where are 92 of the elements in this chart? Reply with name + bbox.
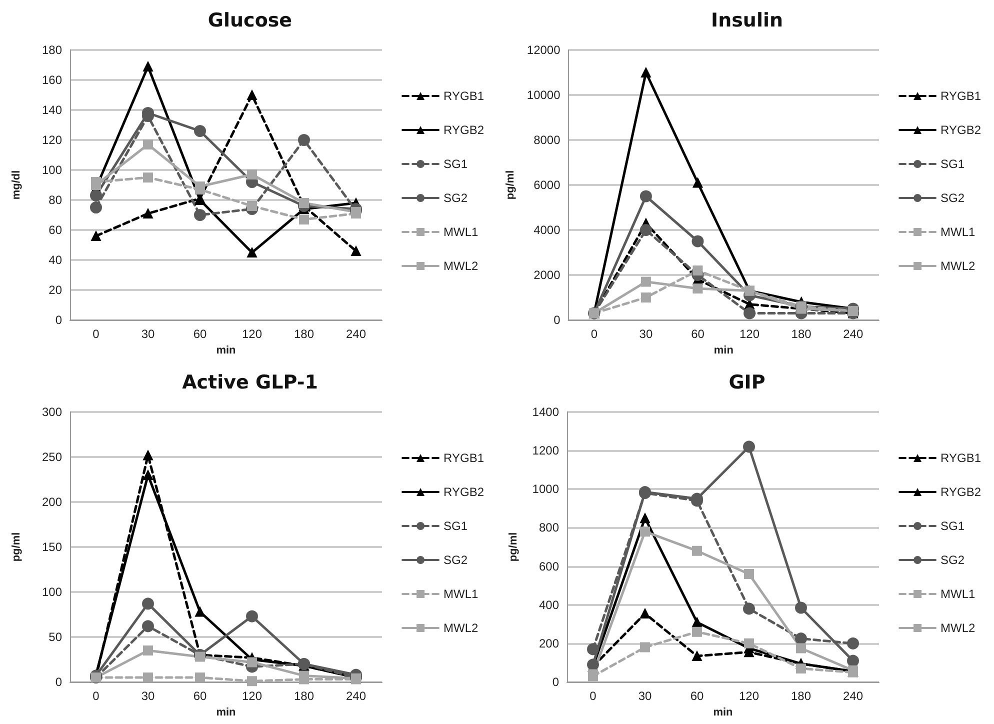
y-tick-label: 400 — [538, 598, 560, 612]
x-axis-title: min — [216, 706, 236, 718]
y-tick-label: 120 — [42, 133, 62, 147]
x-tick-label: 30 — [639, 327, 653, 341]
y-tick-label: 6000 — [534, 178, 561, 192]
legend-label: SG1 — [940, 157, 965, 171]
y-tick-label: 1000 — [532, 482, 560, 496]
legend-label: RYGB1 — [444, 89, 484, 103]
x-tick-label: 60 — [193, 327, 207, 341]
legend-label: RYGB2 — [940, 123, 982, 137]
chart-title: Active GLP-1 — [182, 372, 318, 394]
legend-label: SG2 — [444, 191, 468, 205]
y-tick-label: 40 — [48, 253, 62, 267]
x-tick-label: 240 — [346, 689, 366, 703]
x-tick-label: 0 — [92, 327, 100, 341]
y-tick-label: 160 — [42, 73, 62, 87]
y-tick-label: 200 — [42, 495, 62, 509]
y-tick-label: 250 — [42, 450, 62, 464]
legend-label: SG2 — [940, 553, 965, 567]
y-tick-label: 100 — [42, 163, 62, 177]
x-axis-title: min — [714, 344, 734, 356]
legend-label: SG2 — [940, 191, 965, 205]
y-axis-title: pg/ml — [508, 532, 520, 562]
y-tick-label: 1400 — [532, 405, 560, 419]
legend-label: MWL1 — [444, 225, 479, 239]
y-tick-label: 300 — [42, 405, 62, 419]
x-tick-label: 240 — [843, 327, 864, 341]
x-tick-label: 60 — [193, 689, 207, 703]
x-axis-title: min — [216, 344, 236, 356]
x-tick-label: 0 — [92, 689, 100, 703]
y-tick-label: 180 — [42, 43, 62, 57]
x-tick-label: 0 — [590, 689, 597, 703]
x-axis-title: min — [713, 706, 734, 718]
y-axis-title: mg/dl — [10, 170, 22, 200]
y-tick-label: 60 — [48, 223, 62, 237]
y-tick-label: 8000 — [534, 133, 561, 147]
legend-label: RYGB1 — [940, 451, 982, 465]
legend-label: SG1 — [940, 519, 965, 533]
y-tick-label: 50 — [48, 630, 62, 644]
y-tick-label: 4000 — [534, 223, 561, 237]
x-tick-label: 120 — [242, 689, 262, 703]
legend-label: MWL1 — [444, 587, 479, 601]
y-tick-label: 0 — [55, 313, 62, 327]
y-tick-label: 0 — [554, 313, 561, 327]
x-tick-label: 180 — [294, 327, 314, 341]
legend-label: RYGB2 — [940, 485, 982, 499]
y-tick-label: 12000 — [526, 43, 561, 57]
y-tick-label: 10000 — [526, 88, 561, 102]
legend-label: MWL1 — [940, 225, 976, 239]
y-axis-title: pg/ml — [10, 532, 22, 562]
y-tick-label: 0 — [55, 675, 62, 689]
y-tick-label: 600 — [538, 559, 560, 574]
x-tick-label: 30 — [141, 689, 155, 703]
x-tick-label: 60 — [690, 689, 704, 703]
x-tick-label: 180 — [294, 689, 314, 703]
x-tick-label: 240 — [346, 327, 366, 341]
y-tick-label: 0 — [552, 675, 560, 689]
y-tick-label: 100 — [42, 585, 62, 599]
y-tick-label: 200 — [538, 636, 560, 650]
x-tick-label: 120 — [738, 689, 760, 703]
x-tick-label: 60 — [691, 327, 705, 341]
x-tick-label: 180 — [791, 327, 812, 341]
legend-label: SG1 — [444, 157, 468, 171]
legend-label: MWL2 — [940, 259, 976, 273]
legend-label: RYGB2 — [444, 123, 484, 137]
legend-label: MWL1 — [940, 587, 976, 601]
legend-label: RYGB1 — [940, 89, 982, 103]
x-tick-label: 120 — [740, 327, 760, 341]
x-tick-label: 0 — [590, 327, 598, 341]
y-axis-title: pg/ml — [504, 170, 516, 200]
legend-label: MWL2 — [444, 621, 479, 635]
legend-label: SG2 — [444, 553, 468, 567]
legend-label: MWL2 — [940, 621, 976, 635]
x-tick-label: 180 — [790, 689, 812, 703]
legend-label: RYGB1 — [444, 451, 484, 465]
legend-label: MWL2 — [444, 259, 479, 273]
x-tick-label: 30 — [141, 327, 155, 341]
x-tick-label: 120 — [242, 327, 262, 341]
y-tick-label: 2000 — [534, 268, 561, 282]
y-tick-label: 140 — [42, 103, 62, 117]
legend-label: RYGB2 — [444, 485, 484, 499]
x-tick-label: 240 — [842, 689, 864, 703]
y-tick-label: 20 — [48, 283, 62, 297]
chart-title: GIP — [728, 372, 766, 394]
y-tick-label: 1200 — [532, 444, 560, 458]
y-tick-label: 80 — [48, 193, 62, 207]
legend-label: SG1 — [444, 519, 468, 533]
chart-title: Insulin — [711, 10, 783, 32]
y-tick-label: 800 — [538, 520, 560, 535]
x-tick-label: 30 — [638, 689, 652, 703]
y-tick-label: 150 — [42, 540, 62, 554]
chart-title: Glucose — [208, 10, 292, 32]
